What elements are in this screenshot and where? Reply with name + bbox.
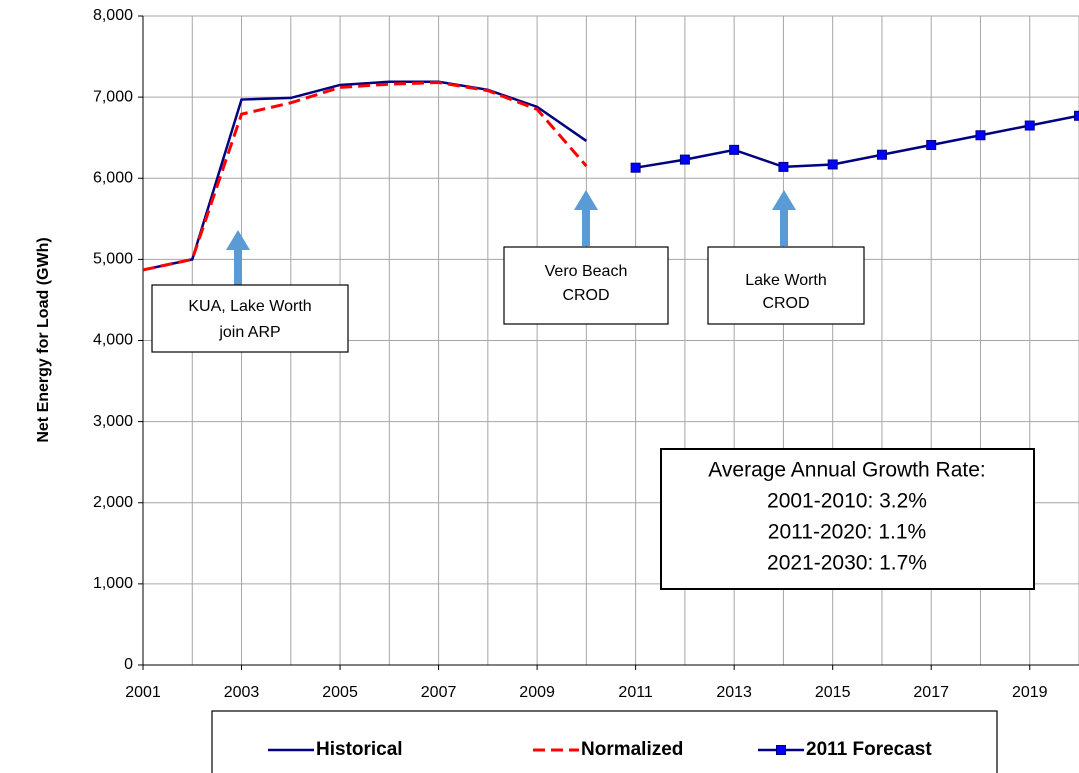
annotation-text: KUA, Lake Worth (188, 298, 311, 315)
marker (1024, 120, 1035, 131)
marker (1074, 110, 1079, 121)
growth-title: Average Annual Growth Rate: (708, 459, 985, 482)
growth-box: Average Annual Growth Rate: 2001-2010: 3… (660, 448, 1035, 590)
y-tick-label: 4,000 (93, 332, 133, 349)
annotation: Vero Beach CROD (503, 246, 669, 325)
x-tick-label: 2017 (913, 684, 949, 701)
series-line (143, 80, 588, 272)
x-tick-label: 2015 (815, 684, 851, 701)
growth-line: 2011-2020: 1.1% (768, 521, 926, 544)
x-tick-label: 2013 (716, 684, 752, 701)
marker (876, 149, 887, 160)
annotation-text: CROD (562, 287, 609, 304)
y-tick-label: 3,000 (93, 413, 133, 430)
x-tick-label: 2005 (322, 684, 358, 701)
legend (211, 710, 998, 773)
annotation-arrows (226, 190, 796, 286)
y-tick-label: 6,000 (93, 169, 133, 186)
y-axis-label: Net Energy for Load (GWh) (35, 237, 52, 442)
series-line (635, 114, 1079, 169)
x-tick-label: 2001 (125, 684, 161, 701)
y-tick-label: 0 (124, 656, 133, 673)
legend-label: Historical (316, 739, 403, 760)
legend-label: 2011 Forecast (806, 739, 932, 760)
marker (630, 162, 641, 173)
legend-marker (776, 745, 786, 755)
marker (926, 139, 937, 150)
marker (729, 144, 740, 155)
y-tick-label: 8,000 (93, 7, 133, 24)
annotation: Lake Worth CROD (707, 246, 865, 325)
growth-line: 2001-2010: 3.2% (767, 490, 927, 513)
annotation: KUA, Lake Worth join ARP (151, 284, 349, 353)
marker (827, 159, 838, 170)
marker (679, 154, 690, 165)
y-tick-label: 7,000 (93, 88, 133, 105)
annotation-text: Vero Beach (545, 263, 628, 280)
y-tick-label: 5,000 (93, 251, 133, 268)
y-tick-label: 2,000 (93, 494, 133, 511)
annotation-text: CROD (762, 295, 809, 312)
x-tick-label: 2009 (519, 684, 555, 701)
x-tick-label: 2019 (1012, 684, 1048, 701)
marker (975, 130, 986, 141)
annotation-text: Lake Worth (745, 272, 827, 289)
x-tick-label: 2003 (224, 684, 260, 701)
growth-line: 2021-2030: 1.7% (767, 552, 927, 575)
x-tick-label: 2007 (421, 684, 457, 701)
series-line (143, 81, 588, 272)
x-tick-label: 2011 (618, 684, 653, 701)
y-tick-label: 1,000 (93, 575, 133, 592)
legend-label: Normalized (581, 739, 683, 760)
annotation-text: join ARP (218, 324, 280, 341)
marker (778, 161, 789, 172)
